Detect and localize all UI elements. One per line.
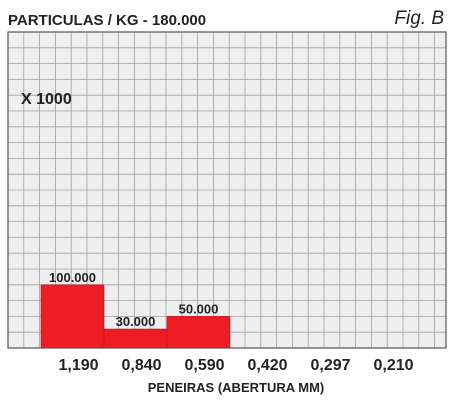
bar-0,590 bbox=[166, 316, 231, 349]
bar-1,190 bbox=[40, 284, 105, 349]
x-tick-1,190: 1,190 bbox=[58, 357, 98, 374]
x-tick-0,840: 0,840 bbox=[121, 357, 161, 374]
data-label-0,590: 50.000 bbox=[179, 301, 219, 316]
x-tick-0,210: 0,210 bbox=[373, 357, 413, 374]
x-tick-labels: 1,190 0,840 0,590 0,420 0,297 0,210 bbox=[58, 357, 413, 374]
x-tick-0,420: 0,420 bbox=[247, 357, 287, 374]
x-tick-0,297: 0,297 bbox=[310, 357, 350, 374]
grid-lines bbox=[8, 32, 446, 348]
x-axis-label: PENEIRAS (ABERTURA MM) bbox=[148, 380, 324, 395]
scale-note: X 1000 bbox=[21, 91, 72, 108]
data-labels: 100.000 30.000 50.000 bbox=[49, 270, 218, 329]
plot-frame bbox=[7, 31, 447, 349]
bars bbox=[40, 284, 231, 349]
data-label-0,840: 30.000 bbox=[116, 314, 156, 329]
figure-label: Fig. B bbox=[394, 8, 444, 29]
bar-0,840 bbox=[103, 328, 168, 349]
chart-title: PARTICULAS / KG - 180.000 bbox=[8, 12, 206, 29]
x-tick-0,590: 0,590 bbox=[184, 357, 224, 374]
data-label-1,190: 100.000 bbox=[49, 270, 96, 285]
